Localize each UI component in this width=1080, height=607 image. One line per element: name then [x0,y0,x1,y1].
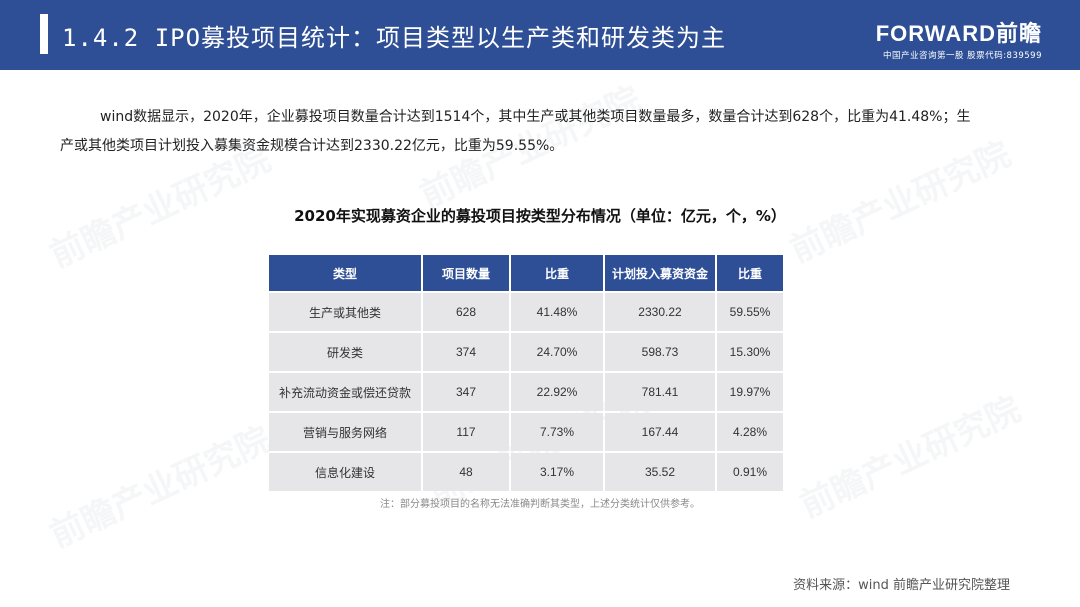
cell-count-share: 22.92% [511,373,603,411]
table-row: 补充流动资金或偿还贷款 347 22.92% 781.41 19.97% [269,373,783,411]
cell-funds-share: 59.55% [717,293,783,331]
cell-count-share: 41.48% [511,293,603,331]
table-row: 生产或其他类 628 41.48% 2330.22 59.55% [269,293,783,331]
cell-planned-funds: 167.44 [605,413,715,451]
watermark: 前瞻产业研究院 [44,419,277,557]
column-header-type: 类型 [269,255,421,291]
cell-planned-funds: 35.52 [605,453,715,491]
cell-funds-share: 0.91% [717,453,783,491]
column-header-planned-funds: 计划投入募资资金 [605,255,715,291]
source-citation: 资料来源：wind 前瞻产业研究院整理 [793,578,1010,593]
cell-type: 生产或其他类 [269,293,421,331]
cell-funds-share: 19.97% [717,373,783,411]
cell-type: 研发类 [269,333,421,371]
cell-count: 347 [423,373,509,411]
table-row: 营销与服务网络 117 7.73% 167.44 4.28% [269,413,783,451]
cell-count: 628 [423,293,509,331]
cell-funds-share: 15.30% [717,333,783,371]
cell-count: 117 [423,413,509,451]
cell-planned-funds: 781.41 [605,373,715,411]
cell-count-share: 7.73% [511,413,603,451]
cell-count: 48 [423,453,509,491]
table-note: 注：部分募投项目的名称无法准确判断其类型，上述分类统计仅供参考。 [380,499,700,510]
intro-text: wind数据显示，2020年，企业募投项目数量合计达到1514个，其中生产或其他… [60,109,971,154]
cell-type: 信息化建设 [269,453,421,491]
page-title: 1.4.2 IPO募投项目统计：项目类型以生产类和研发类为主 [62,24,727,52]
column-header-count-share: 比重 [511,255,603,291]
header-banner: 1.4.2 IPO募投项目统计：项目类型以生产类和研发类为主 FORWARD前瞻… [0,0,1080,70]
logo-text: FORWARD前瞻 [875,21,1042,46]
table-row: 信息化建设 48 3.17% 35.52 0.91% [269,453,783,491]
cell-count: 374 [423,333,509,371]
column-header-funds-share: 比重 [717,255,783,291]
data-table: 类型 项目数量 比重 计划投入募资资金 比重 生产或其他类 628 41.48%… [267,253,785,493]
table-row: 研发类 374 24.70% 598.73 15.30% [269,333,783,371]
column-header-count: 项目数量 [423,255,509,291]
cell-funds-share: 4.28% [717,413,783,451]
brand-logo: FORWARD前瞻 中国产业咨询第一股 股票代码:839599 [876,16,1042,61]
table-title: 2020年实现募资企业的募投项目按类型分布情况（单位：亿元，个，%） [294,207,786,225]
cell-type: 营销与服务网络 [269,413,421,451]
table-header-row: 类型 项目数量 比重 计划投入募资资金 比重 [269,255,783,291]
intro-paragraph: wind数据显示，2020年，企业募投项目数量合计达到1514个，其中生产或其他… [60,103,980,161]
logo-tagline: 中国产业咨询第一股 股票代码:839599 [882,51,1042,61]
cell-count-share: 3.17% [511,453,603,491]
cell-planned-funds: 2330.22 [605,293,715,331]
cell-type: 补充流动资金或偿还贷款 [269,373,421,411]
cell-count-share: 24.70% [511,333,603,371]
cell-planned-funds: 598.73 [605,333,715,371]
header-accent-bar [40,14,48,54]
